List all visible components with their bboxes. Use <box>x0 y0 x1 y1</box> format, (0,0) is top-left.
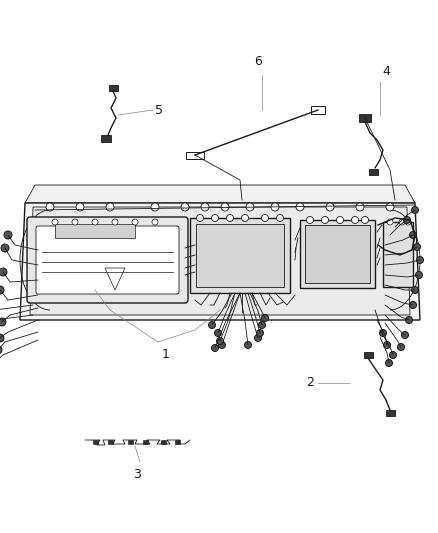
Circle shape <box>212 214 219 222</box>
Circle shape <box>1 244 9 252</box>
Circle shape <box>413 244 420 251</box>
FancyBboxPatch shape <box>27 217 188 303</box>
Circle shape <box>76 203 84 211</box>
Circle shape <box>386 203 394 211</box>
Bar <box>160 440 166 444</box>
Circle shape <box>258 321 265 328</box>
Circle shape <box>132 219 138 225</box>
Bar <box>383 222 413 287</box>
Bar <box>305 225 370 283</box>
Text: 6: 6 <box>254 55 262 68</box>
Bar <box>109 85 117 91</box>
Circle shape <box>221 203 229 211</box>
Circle shape <box>0 334 4 342</box>
Circle shape <box>0 268 7 276</box>
Circle shape <box>389 351 396 359</box>
Circle shape <box>326 203 334 211</box>
Circle shape <box>403 216 410 223</box>
Circle shape <box>387 219 393 225</box>
Circle shape <box>379 329 386 336</box>
Bar <box>300 220 375 288</box>
Circle shape <box>151 203 159 211</box>
Text: 4: 4 <box>382 65 390 78</box>
Circle shape <box>4 231 12 239</box>
Circle shape <box>212 344 219 351</box>
Bar <box>101 134 111 141</box>
Circle shape <box>0 318 6 326</box>
Circle shape <box>254 335 261 342</box>
Circle shape <box>106 203 114 211</box>
Circle shape <box>244 342 251 349</box>
Bar <box>55 224 135 238</box>
Circle shape <box>52 219 58 225</box>
Bar <box>107 440 113 444</box>
Circle shape <box>72 219 78 225</box>
Bar <box>127 440 133 444</box>
Circle shape <box>215 329 222 336</box>
Circle shape <box>411 206 418 214</box>
Circle shape <box>417 256 424 263</box>
Circle shape <box>411 287 418 294</box>
Bar <box>174 440 180 444</box>
FancyBboxPatch shape <box>36 226 179 294</box>
Circle shape <box>410 231 417 238</box>
Circle shape <box>219 342 226 349</box>
Circle shape <box>261 314 268 321</box>
Circle shape <box>402 332 409 338</box>
Circle shape <box>385 359 392 367</box>
Circle shape <box>352 216 358 223</box>
Circle shape <box>0 346 2 354</box>
Circle shape <box>361 216 368 223</box>
Circle shape <box>92 219 98 225</box>
Bar <box>359 114 371 122</box>
Circle shape <box>307 216 314 223</box>
Text: 5: 5 <box>155 103 163 117</box>
Circle shape <box>271 203 279 211</box>
Circle shape <box>276 214 283 222</box>
Polygon shape <box>20 203 420 320</box>
Circle shape <box>296 203 304 211</box>
Circle shape <box>112 219 118 225</box>
Circle shape <box>197 214 204 222</box>
Circle shape <box>410 302 417 309</box>
Text: 2: 2 <box>306 376 314 390</box>
Circle shape <box>321 216 328 223</box>
Circle shape <box>201 203 209 211</box>
Circle shape <box>398 343 405 351</box>
Bar <box>92 440 98 444</box>
Circle shape <box>356 203 364 211</box>
Circle shape <box>336 216 343 223</box>
Circle shape <box>0 286 4 294</box>
Text: 3: 3 <box>133 468 141 481</box>
Polygon shape <box>25 185 415 203</box>
Bar <box>196 224 284 287</box>
Circle shape <box>261 214 268 222</box>
Circle shape <box>416 271 423 279</box>
Bar <box>368 169 378 175</box>
Circle shape <box>406 317 413 324</box>
Circle shape <box>405 219 411 225</box>
Text: 1: 1 <box>162 348 170 361</box>
Polygon shape <box>30 207 410 315</box>
Circle shape <box>399 219 405 225</box>
Circle shape <box>208 321 215 328</box>
Circle shape <box>216 337 223 344</box>
Circle shape <box>181 203 189 211</box>
Bar <box>364 352 372 358</box>
Bar <box>311 106 325 114</box>
Circle shape <box>246 203 254 211</box>
Circle shape <box>257 329 264 336</box>
Circle shape <box>46 203 54 211</box>
Circle shape <box>152 219 158 225</box>
Circle shape <box>226 214 233 222</box>
Circle shape <box>384 342 391 349</box>
Bar <box>186 151 204 158</box>
Bar <box>385 410 395 416</box>
Circle shape <box>241 214 248 222</box>
Bar <box>142 440 148 444</box>
Bar <box>190 218 290 293</box>
